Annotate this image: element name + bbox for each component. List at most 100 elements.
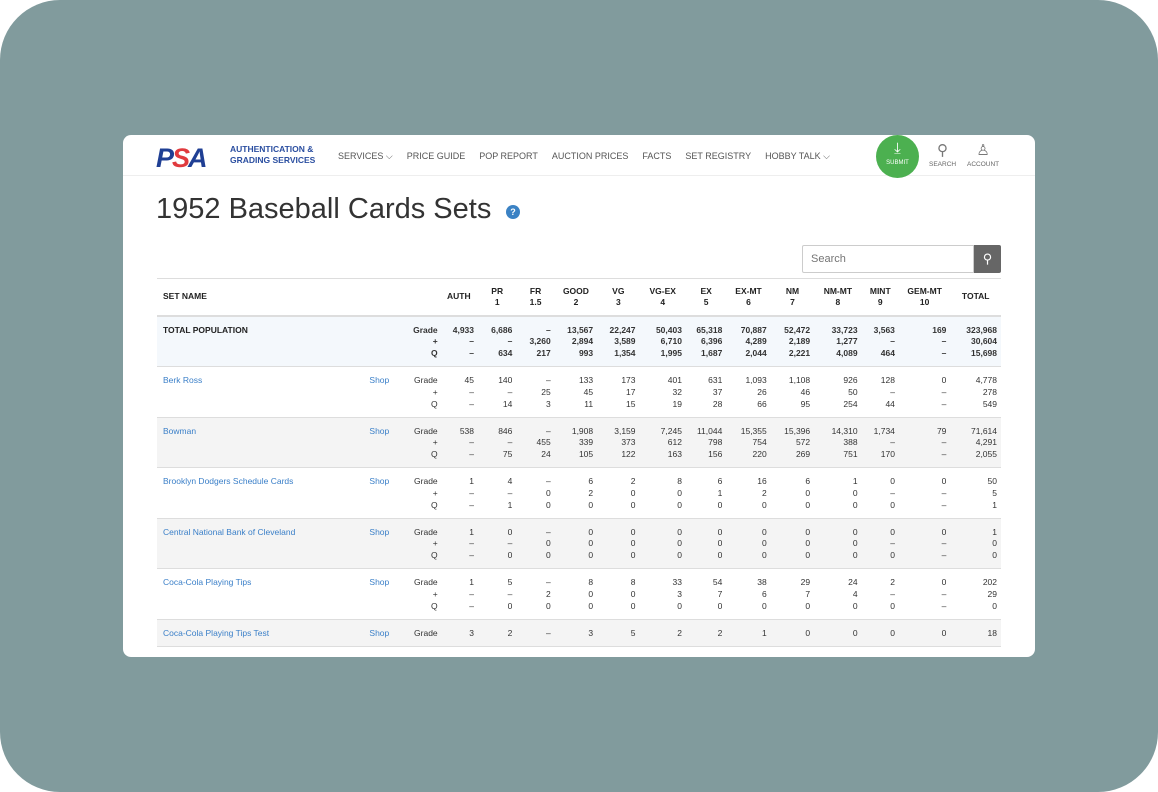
shop-link[interactable]: Shop <box>358 518 398 537</box>
set-name-link[interactable]: Coca-Cola Playing Tips Test <box>157 619 359 647</box>
nav-item[interactable]: FACTS <box>642 151 672 161</box>
population-cell: – <box>861 435 899 449</box>
psa-logo[interactable]: PSA <box>156 143 208 173</box>
population-cell: – <box>439 334 479 348</box>
set-name-link[interactable]: Brooklyn Dodgers Schedule Cards <box>163 476 294 486</box>
population-cell: – <box>861 334 899 348</box>
empty-cell <box>358 536 398 550</box>
population-cell: 6 <box>588 476 594 486</box>
population-cell: 26 <box>757 386 767 397</box>
population-cell: 3,159 <box>597 417 640 436</box>
population-cell: 1 <box>439 518 479 537</box>
top-nav: PSA AUTHENTICATION & GRADING SERVICES SER… <box>123 135 1035 178</box>
column-header: GOOD 2 <box>554 278 598 317</box>
population-cell: 202 <box>982 577 997 587</box>
population-cell: 105 <box>554 449 598 468</box>
population-cell: 339 <box>554 435 598 449</box>
nav-item[interactable]: SET REGISTRY <box>685 151 752 161</box>
account-button[interactable]: ♙ ACCOUNT <box>967 141 999 168</box>
shop-link[interactable]: Shop <box>358 417 398 436</box>
population-cell: 0 <box>554 499 598 519</box>
population-cell: 2 <box>762 487 767 498</box>
set-name-link[interactable]: Central National Bank of Cleveland <box>157 518 359 537</box>
nav-item[interactable]: HOBBY TALK ⌵ <box>765 151 830 161</box>
population-cell: 29 <box>800 577 811 587</box>
population-cell: 15 <box>597 398 640 418</box>
search-submit-button[interactable]: ⚲ <box>974 245 1001 273</box>
population-cell: 798 <box>685 435 727 449</box>
nav-item[interactable]: PRICE GUIDE <box>406 151 466 161</box>
population-cell: 24 <box>516 449 555 468</box>
population-cell: 2,055 <box>950 449 1001 468</box>
population-cell: 128 <box>880 375 895 385</box>
population-cell: 0 <box>726 600 771 620</box>
search-nav-button[interactable]: ⚲ SEARCH <box>929 141 956 168</box>
population-cell: 122 <box>597 449 640 468</box>
population-cell: 15,355 <box>726 417 771 436</box>
nav-item[interactable]: AUCTION PRICES <box>551 151 629 161</box>
search-input[interactable] <box>802 245 974 273</box>
population-cell: – <box>478 435 517 449</box>
population-cell: – <box>507 588 513 599</box>
shop-link[interactable]: Shop <box>369 375 390 385</box>
table-row: Q –634 217 993 1,354 1,995 1,687 2,044 2,221 4,08… <box>157 348 1001 367</box>
population-cell: 8 <box>588 577 594 587</box>
population-cell: 15,698 <box>950 348 1001 367</box>
row-label: + <box>397 435 440 449</box>
population-cell: 11,044 <box>685 417 727 436</box>
population-cell: – <box>861 536 899 550</box>
column-header: NM 7 <box>770 278 815 317</box>
population-cell: 6,396 <box>685 334 727 348</box>
population-cell: 0 <box>890 476 895 486</box>
help-icon[interactable]: ? <box>506 205 520 219</box>
user-icon: ♙ <box>976 142 990 159</box>
population-cell: 1 <box>469 577 475 587</box>
population-cell: 0 <box>639 499 686 519</box>
population-cell: 6,686 <box>478 315 517 335</box>
set-name-link[interactable]: Bowman <box>157 417 359 436</box>
browser-page: PSA AUTHENTICATION & GRADING SERVICES SER… <box>123 135 1035 657</box>
population-cell: 0 <box>685 518 727 537</box>
population-cell: 0 <box>478 600 517 620</box>
population-cell: 846 <box>478 417 517 436</box>
row-label: Grade <box>397 315 440 335</box>
table-row: Q –1 0 0 0 0 0 0 0 0 0–1 <box>157 499 1001 519</box>
row-label: Grade <box>414 476 438 486</box>
population-cell: 18 <box>950 619 1001 647</box>
population-cell: 0 <box>726 550 771 569</box>
population-cell: 0 <box>554 600 598 620</box>
nav-item[interactable]: SERVICES ⌵ <box>338 151 393 161</box>
set-name-link[interactable]: Berk Ross <box>163 375 203 385</box>
nav-item[interactable]: POP REPORT <box>479 151 538 161</box>
submit-button[interactable]: ⤓ SUBMIT <box>876 135 919 178</box>
column-header: PR 1 <box>478 278 517 317</box>
population-cell: 1 <box>852 476 858 486</box>
population-cell: – <box>890 588 895 599</box>
population-cell: 0 <box>726 499 771 519</box>
set-name-link[interactable]: Coca-Cola Playing Tips <box>163 577 252 587</box>
shop-link[interactable]: Shop <box>358 619 398 647</box>
population-cell: 32 <box>672 386 682 397</box>
column-header <box>397 278 440 317</box>
row-label: Q <box>397 449 440 468</box>
empty-cell <box>358 449 398 468</box>
population-cell: 0 <box>941 375 947 385</box>
population-cell: 65,318 <box>685 315 727 335</box>
shop-link[interactable]: Shop <box>369 577 390 587</box>
population-cell: 2 <box>546 588 551 599</box>
column-header: FR 1.5 <box>516 278 555 317</box>
population-cell: 19 <box>639 398 686 418</box>
population-cell: – <box>516 619 555 647</box>
population-cell: 95 <box>770 398 815 418</box>
population-cell: 0 <box>770 536 815 550</box>
population-cell: 25 <box>541 386 551 397</box>
population-cell: – <box>890 386 895 397</box>
population-cell: 2,044 <box>726 348 771 367</box>
search-icon: ⚲ <box>937 142 949 159</box>
population-cell: – <box>439 449 479 468</box>
shop-link[interactable]: Shop <box>369 476 390 486</box>
population-cell: 4 <box>507 476 513 486</box>
population-cell: 1 <box>950 518 1001 537</box>
population-cell: 0 <box>597 600 640 620</box>
